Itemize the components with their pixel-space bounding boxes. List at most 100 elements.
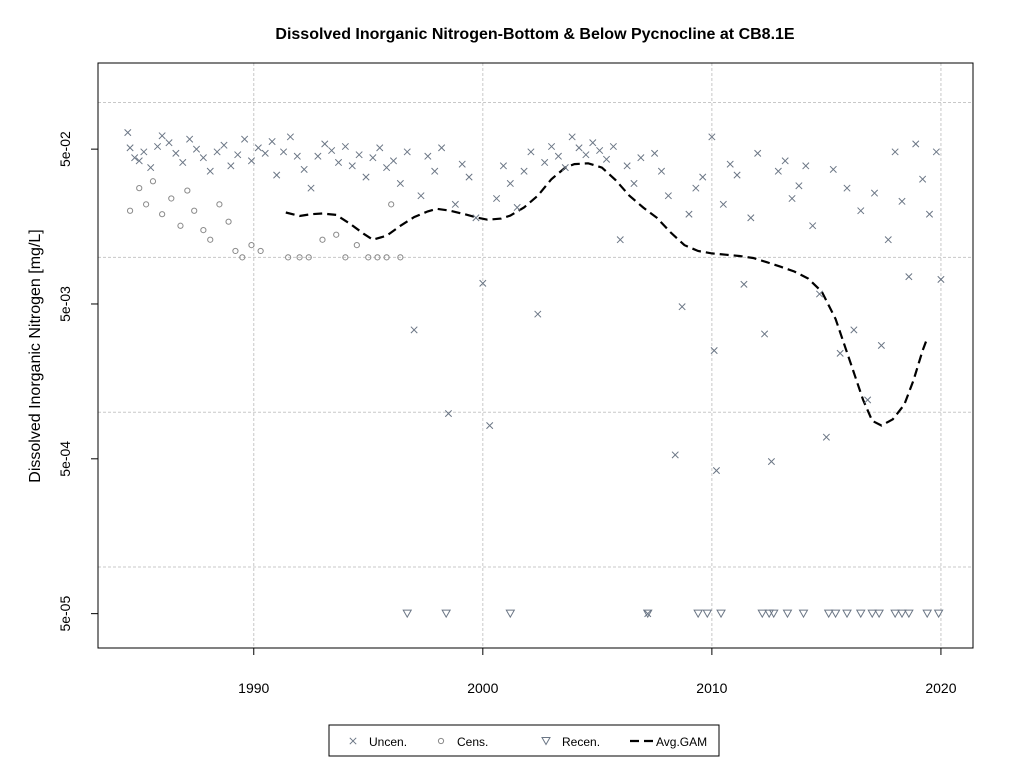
x-marker-stroke	[147, 164, 155, 172]
x-marker-stroke	[227, 162, 235, 170]
point-uncensored	[692, 184, 700, 192]
point-recensored	[874, 609, 884, 619]
x-marker-stroke	[199, 154, 207, 162]
x-marker-stroke	[140, 148, 148, 156]
point-uncensored	[506, 179, 514, 188]
point-uncensored	[616, 236, 624, 244]
point-uncensored	[261, 149, 269, 157]
x-marker-stroke	[506, 179, 514, 188]
y-tick-label: 5e-03	[57, 286, 73, 322]
point-censored	[184, 187, 191, 194]
legend-symbol-uncensored	[349, 737, 357, 745]
x-marker-stroke	[699, 173, 707, 181]
point-uncensored	[657, 167, 666, 175]
point-uncensored	[341, 142, 349, 151]
point-uncensored	[206, 167, 214, 175]
x-marker-stroke	[795, 182, 803, 190]
x-marker-stroke	[247, 157, 256, 165]
point-uncensored	[678, 303, 686, 311]
point-censored	[149, 178, 157, 185]
point-uncensored	[172, 149, 180, 157]
x-marker-stroke	[286, 133, 294, 141]
point-uncensored	[334, 158, 343, 167]
point-uncensored	[273, 171, 281, 179]
point-uncensored	[644, 610, 652, 618]
point-uncensored	[451, 200, 459, 208]
x-marker-stroke	[348, 162, 356, 170]
x-marker-stroke	[891, 148, 899, 156]
point-uncensored	[286, 133, 294, 141]
point-uncensored	[905, 273, 913, 281]
x-marker-stroke	[465, 173, 473, 181]
x-marker-stroke	[850, 326, 858, 334]
point-uncensored	[843, 184, 851, 192]
x-tick-label: 1990	[238, 680, 269, 696]
x-marker-stroke	[561, 164, 569, 172]
point-uncensored	[554, 152, 562, 160]
x-marker-stroke	[403, 148, 411, 156]
point-uncensored	[293, 152, 301, 160]
x-marker-stroke	[172, 149, 180, 157]
x-marker-stroke	[369, 154, 377, 162]
point-censored	[225, 218, 232, 225]
point-uncensored	[227, 162, 235, 170]
point-uncensored	[568, 133, 576, 141]
x-marker-stroke	[602, 155, 611, 163]
x-marker-stroke	[341, 142, 349, 151]
point-recensored	[402, 609, 413, 619]
point-uncensored	[623, 162, 631, 170]
x-marker-stroke	[575, 144, 583, 152]
x-marker-stroke	[809, 222, 817, 230]
x-marker-stroke	[261, 149, 269, 157]
x-marker-stroke	[179, 158, 187, 167]
point-recensored	[693, 609, 703, 619]
point-uncensored	[719, 200, 727, 208]
point-uncensored	[131, 154, 139, 162]
point-uncensored	[234, 151, 242, 159]
point-uncensored	[788, 194, 796, 203]
point-uncensored	[589, 139, 597, 147]
point-uncensored	[809, 222, 817, 230]
x-marker-stroke	[268, 137, 276, 146]
x-marker-stroke	[493, 194, 501, 203]
y-axis-label: Dissolved Inorganic Nitrogen [mg/L]	[27, 229, 44, 482]
x-marker-stroke	[220, 141, 228, 149]
point-uncensored	[307, 184, 315, 192]
point-recensored	[867, 609, 878, 619]
x-marker-stroke	[582, 151, 590, 159]
point-uncensored	[348, 162, 356, 170]
point-censored	[216, 201, 223, 208]
point-censored	[365, 254, 372, 261]
point-uncensored	[158, 132, 166, 140]
point-uncensored	[213, 148, 221, 156]
legend-label: Avg.GAM	[656, 735, 707, 749]
x-marker-stroke	[499, 162, 507, 170]
x-marker-stroke	[877, 341, 885, 349]
x-marker-stroke	[424, 152, 432, 160]
point-uncensored	[465, 173, 473, 181]
point-uncensored	[444, 410, 453, 418]
legend-label: Cens.	[457, 735, 488, 749]
point-recensored	[768, 609, 779, 619]
point-uncensored	[328, 146, 336, 155]
point-uncensored	[740, 280, 748, 288]
point-censored	[177, 222, 184, 229]
point-censored	[143, 201, 150, 208]
x-marker-stroke	[541, 158, 549, 167]
x-marker-stroke	[213, 148, 221, 156]
point-uncensored	[247, 157, 256, 165]
x-marker-stroke	[307, 184, 315, 192]
point-censored	[168, 195, 175, 202]
x-marker-stroke	[678, 303, 686, 311]
point-uncensored	[321, 140, 329, 148]
x-marker-stroke	[131, 154, 139, 162]
x-marker-stroke	[905, 273, 913, 281]
point-uncensored	[192, 145, 201, 153]
x-marker-stroke	[692, 184, 700, 192]
point-recensored	[890, 609, 900, 619]
point-recensored	[904, 609, 914, 619]
point-uncensored	[199, 154, 207, 162]
point-uncensored	[479, 279, 487, 287]
point-uncensored	[458, 160, 466, 168]
